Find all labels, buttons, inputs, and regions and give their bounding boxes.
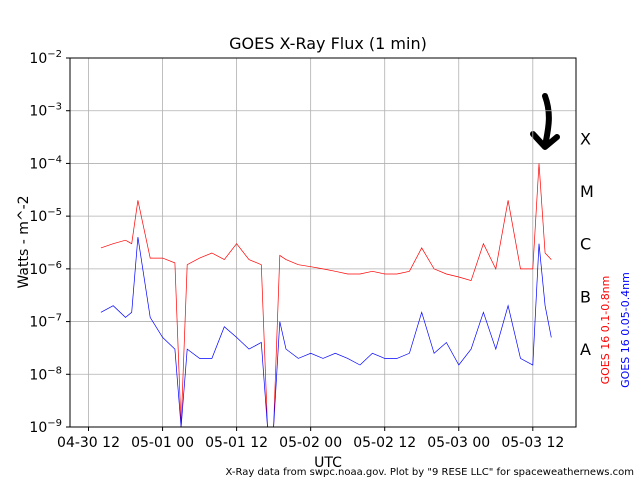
y-tick-label: 10−8 bbox=[29, 365, 62, 383]
y-tick-label: 10−5 bbox=[29, 207, 62, 225]
x-tick-label: 05-03 12 bbox=[501, 435, 564, 451]
x-tick-label: 05-02 00 bbox=[279, 435, 342, 451]
y-tick-label: 10−9 bbox=[29, 418, 62, 436]
class-label: M bbox=[580, 182, 594, 201]
class-label: X bbox=[580, 129, 591, 148]
arrow-annotation bbox=[530, 93, 560, 150]
series-line bbox=[100, 237, 552, 427]
x-tick-label: 04-30 12 bbox=[57, 435, 120, 451]
x-tick-label: 05-03 00 bbox=[427, 435, 490, 451]
y-tick-label: 10−2 bbox=[29, 49, 62, 67]
x-axis-label: UTC bbox=[314, 455, 342, 471]
y-tick-label: 10−3 bbox=[29, 102, 62, 120]
y-tick-label: 10−4 bbox=[29, 154, 62, 172]
legend-label: GOES 16 0.05-0.4nm bbox=[619, 272, 632, 388]
series-line bbox=[100, 163, 552, 427]
class-label: B bbox=[580, 287, 591, 306]
x-tick-label: 05-01 12 bbox=[205, 435, 268, 451]
chart-title: GOES X-Ray Flux (1 min) bbox=[229, 34, 427, 53]
class-label: A bbox=[580, 340, 591, 359]
x-tick-label: 05-02 12 bbox=[353, 435, 416, 451]
y-axis-label: Watts - m^-2 bbox=[16, 195, 32, 288]
y-tick-label: 10−6 bbox=[29, 260, 62, 278]
footer: X-Ray data from swpc.noaa.gov. Plot by "… bbox=[226, 467, 634, 478]
legend-label: GOES 16 0.1-0.8nm bbox=[599, 276, 612, 385]
class-label: C bbox=[580, 235, 591, 254]
x-tick-label: 05-01 00 bbox=[131, 435, 194, 451]
y-tick-label: 10−7 bbox=[29, 313, 62, 331]
plot-frame bbox=[69, 57, 577, 428]
